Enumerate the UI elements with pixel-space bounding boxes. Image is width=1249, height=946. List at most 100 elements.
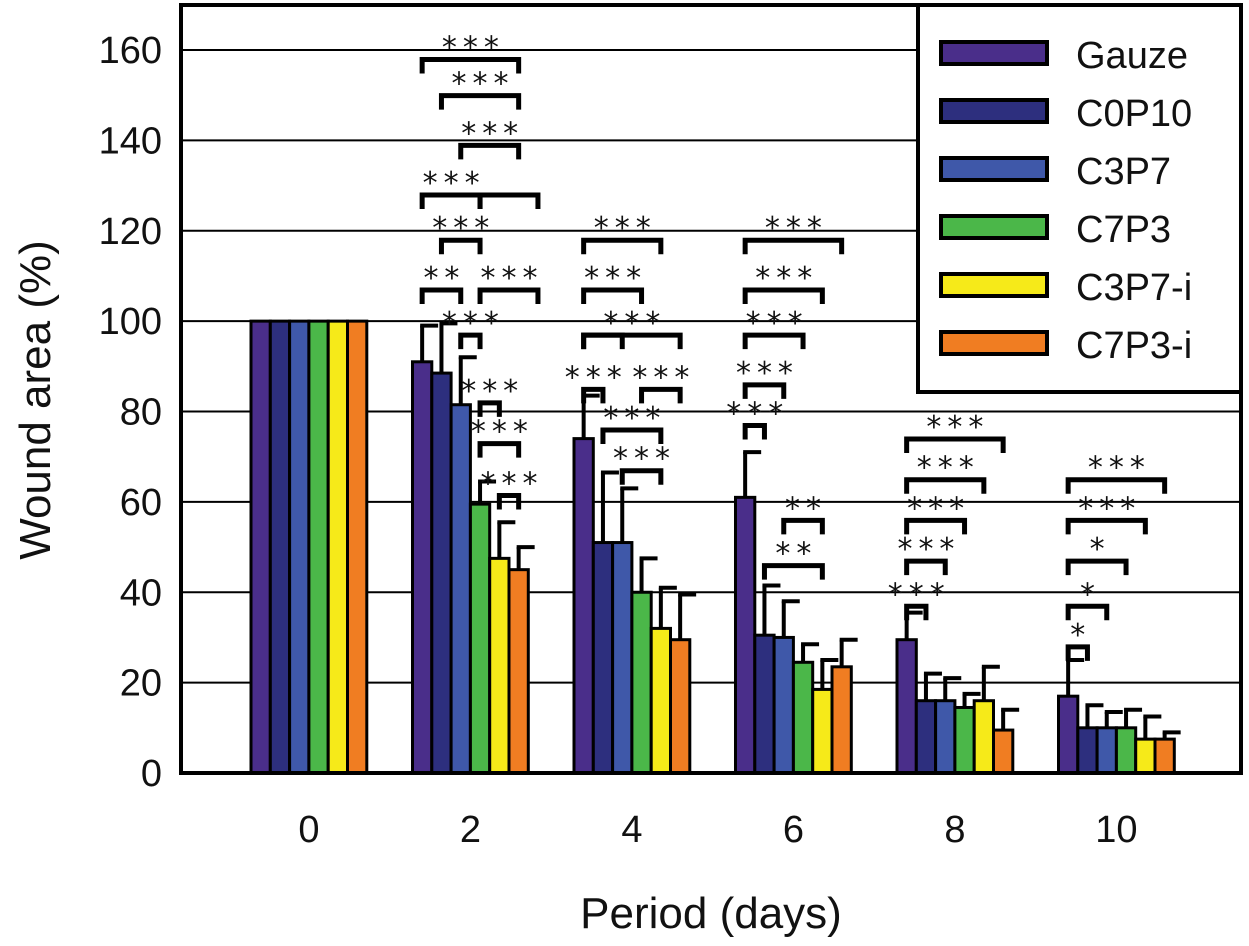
significance-annotations: * * * * * * * * * * * * * * * * * * * * * * * * … bbox=[419, 30, 1168, 661]
significance-bracket bbox=[438, 237, 483, 255]
legend-swatch bbox=[939, 98, 1049, 124]
significance-label: * * * bbox=[755, 261, 812, 296]
significance-label: * * bbox=[785, 491, 821, 526]
legend-swatch bbox=[939, 272, 1049, 298]
bar-c7p3-i bbox=[830, 665, 853, 775]
y-axis-label: Wound area (%) bbox=[11, 240, 60, 560]
legend-swatch bbox=[939, 156, 1049, 182]
bar-c0p10 bbox=[1076, 726, 1099, 775]
bar-c7p3 bbox=[468, 502, 492, 775]
significance-label: * * * bbox=[897, 532, 954, 567]
bar-c7p3 bbox=[630, 590, 653, 775]
x-tick-label: 6 bbox=[783, 809, 804, 851]
significance-label: * * * bbox=[442, 306, 499, 341]
x-tick-label: 8 bbox=[944, 809, 965, 851]
y-tick-label: 60 bbox=[120, 482, 162, 524]
bar-gauze bbox=[895, 638, 918, 775]
legend-label: C7P3 bbox=[1076, 209, 1171, 251]
y-axis-ticks: 0 20 40 60 80 100 120 140 160 bbox=[99, 30, 162, 795]
significance-bracket bbox=[742, 423, 767, 440]
bar-c7p3-i bbox=[992, 728, 1015, 775]
significance-label: * * * bbox=[736, 356, 793, 391]
bar-gauze bbox=[734, 495, 757, 775]
bar-gauze bbox=[1057, 694, 1080, 775]
bar-c7p3 bbox=[953, 705, 976, 775]
significance-bracket bbox=[477, 287, 541, 304]
x-tick-label: 0 bbox=[298, 809, 319, 851]
legend-label: C3P7 bbox=[1076, 151, 1171, 193]
significance-label: * * * bbox=[917, 451, 974, 486]
bar-c3p7 bbox=[449, 403, 472, 775]
significance-label: * * * bbox=[471, 415, 528, 450]
significance-bracket bbox=[477, 441, 522, 458]
significance-bracket bbox=[639, 386, 683, 404]
significance-label: * bbox=[1080, 577, 1095, 612]
significance-label: * * * bbox=[746, 306, 803, 341]
significance-label: * * * bbox=[461, 374, 518, 409]
significance-bracket bbox=[419, 287, 464, 304]
significance-bracket bbox=[581, 237, 664, 255]
significance-bracket bbox=[419, 56, 522, 74]
y-tick-label: 100 bbox=[99, 301, 162, 343]
significance-bracket bbox=[600, 427, 664, 445]
significance-label: * bbox=[1090, 532, 1105, 567]
significance-bracket bbox=[904, 477, 987, 494]
bar-c0p10 bbox=[753, 633, 776, 775]
bar-c3p7 bbox=[772, 635, 795, 775]
significance-label: * * * bbox=[603, 401, 660, 436]
bar-c0p10 bbox=[268, 319, 292, 775]
significance-label: * * * bbox=[613, 442, 670, 477]
bar-c3p7 bbox=[1095, 726, 1118, 775]
significance-label: * * bbox=[775, 537, 811, 572]
significance-label: * * * bbox=[926, 410, 983, 445]
significance-bracket bbox=[1065, 644, 1090, 661]
legend-swatch bbox=[939, 330, 1049, 356]
significance-label: * * * bbox=[888, 577, 945, 612]
bar-c7p3-i bbox=[1153, 737, 1176, 775]
x-axis-ticks: 0 2 4 6 8 10 bbox=[298, 809, 1137, 851]
bar-gauze bbox=[411, 360, 434, 775]
significance-label: * * bbox=[423, 261, 459, 296]
significance-bracket bbox=[581, 332, 625, 350]
significance-bracket bbox=[619, 468, 664, 485]
significance-label: * * * bbox=[765, 211, 822, 246]
bar-c3p7 bbox=[934, 699, 957, 775]
y-tick-label: 40 bbox=[120, 572, 162, 614]
x-tick-label: 4 bbox=[621, 809, 642, 851]
significance-bracket bbox=[1065, 517, 1148, 535]
bar-c0p10 bbox=[591, 541, 615, 775]
legend-swatch bbox=[939, 214, 1049, 240]
significance-bracket bbox=[477, 192, 541, 210]
significance-bracket bbox=[904, 436, 1006, 454]
bar-gauze bbox=[249, 319, 272, 775]
legend-box bbox=[916, 3, 1243, 394]
y-tick-label: 160 bbox=[99, 30, 162, 72]
bar-c3p7-i bbox=[1134, 737, 1157, 775]
legend-label: Gauze bbox=[1076, 35, 1188, 77]
significance-label: * * * bbox=[481, 261, 538, 296]
significance-bracket bbox=[904, 558, 948, 576]
legend-label: C0P10 bbox=[1076, 93, 1192, 135]
bar-c3p7-i bbox=[972, 699, 996, 775]
significance-label: * * * bbox=[565, 360, 622, 395]
y-tick-label: 80 bbox=[120, 392, 162, 434]
significance-bracket bbox=[904, 603, 929, 621]
significance-bracket bbox=[904, 517, 968, 535]
x-tick-label: 2 bbox=[460, 809, 481, 851]
x-axis-label: Period (days) bbox=[580, 889, 842, 938]
significance-label: * * * bbox=[594, 211, 651, 246]
bar-c3p7 bbox=[611, 541, 634, 775]
significance-bracket bbox=[1065, 603, 1110, 621]
bar-c3p7-i bbox=[649, 626, 673, 775]
significance-bracket bbox=[742, 382, 787, 399]
significance-bracket bbox=[742, 237, 845, 255]
significance-bracket bbox=[458, 332, 483, 350]
significance-label: * bbox=[1070, 618, 1085, 653]
significance-bracket bbox=[458, 142, 522, 160]
significance-label: * * * bbox=[461, 116, 518, 151]
significance-bracket bbox=[496, 493, 522, 510]
bar-c3p7-i bbox=[811, 687, 834, 775]
significance-bracket bbox=[761, 563, 825, 580]
significance-label: * * * bbox=[481, 467, 538, 502]
